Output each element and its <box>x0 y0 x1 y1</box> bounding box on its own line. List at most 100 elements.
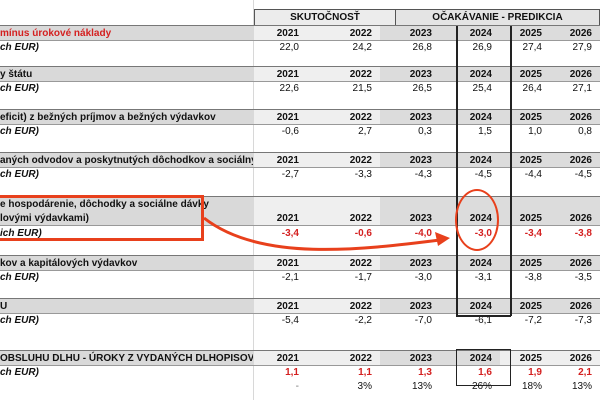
value-cell: -4,3 <box>414 169 432 180</box>
year-cell: 2022 <box>307 153 380 167</box>
value-cell: -3,0 <box>414 272 432 283</box>
growth-cell: - <box>295 381 299 392</box>
year-cell: 2026 <box>550 197 600 225</box>
year-cell: 2026 <box>550 110 600 124</box>
value-cell: 21,5 <box>352 83 372 94</box>
year-cell: 2022 <box>307 110 380 124</box>
section-title-line2: lovými výdavkami) <box>0 213 89 224</box>
values-row: ch EUR) 22,0 24,2 26,8 26,9 27,4 27,9 <box>0 41 600 55</box>
unit-label: ch EUR) <box>0 42 39 53</box>
annotation-circle <box>455 189 499 251</box>
year-cell: 2025 <box>500 256 550 270</box>
values-row: ch EUR) -0,6 2,7 0,3 1,5 1,0 0,8 <box>0 125 600 139</box>
year-cell: 2026 <box>550 351 600 365</box>
year-cell: 2021 <box>254 26 307 40</box>
value-cell: 26,4 <box>522 83 542 94</box>
year-cell: 2023 <box>380 256 440 270</box>
values-row: ch EUR) -5,4 -2,2 -7,0 -6,1 -7,2 -7,3 <box>0 314 600 328</box>
highlight-2024-box <box>456 349 511 386</box>
value-cell: 26,5 <box>412 83 432 94</box>
section-header: mínus úrokové náklady 2021 2022 2023 202… <box>0 25 600 41</box>
year-cell: 2023 <box>380 110 440 124</box>
group-header-forecast: OČAKÁVANIE - PREDIKCIA <box>396 9 600 26</box>
annotation-callout-box <box>0 195 204 241</box>
value-cell: 0,8 <box>578 126 592 137</box>
value-cell: -0,6 <box>281 126 299 137</box>
value-cell: -1,7 <box>354 272 372 283</box>
highlight-2024-bottom <box>456 315 511 317</box>
year-cell: 2021 <box>254 256 307 270</box>
value-cell: -7,2 <box>524 315 542 326</box>
year-cell: 2025 <box>500 110 550 124</box>
year-cell: 2022 <box>307 67 380 81</box>
value-cell: -5,4 <box>281 315 299 326</box>
growth-cell: 13% <box>411 381 432 392</box>
year-cell: 2024 <box>440 351 500 365</box>
year-cell: 2023 <box>380 299 440 313</box>
value-cell: -7,0 <box>414 315 432 326</box>
group-header-actual: SKUTOČNOSŤ <box>254 9 396 26</box>
value-cell: 24,2 <box>352 42 372 53</box>
year-cell: 2023 <box>380 26 440 40</box>
highlight-2024-right <box>510 26 512 316</box>
year-cell: 2024 <box>440 67 500 81</box>
year-cell: 2024 <box>440 299 500 313</box>
value-cell: -7,3 <box>574 315 592 326</box>
year-cell: 2026 <box>550 299 600 313</box>
value-cell: -2,7 <box>281 169 299 180</box>
section-title: y štátu <box>0 67 253 81</box>
value-cell: 22,0 <box>279 42 299 53</box>
growth-cell: 18% <box>521 381 542 392</box>
year-cell: 2022 <box>307 351 380 365</box>
year-cell: 2022 <box>307 299 380 313</box>
growth-cell: 26% <box>471 381 492 392</box>
value-cell: 27,4 <box>522 42 542 53</box>
value-cell: -3,8 <box>574 228 592 239</box>
value-cell: 27,9 <box>572 42 592 53</box>
year-cell: 2026 <box>550 67 600 81</box>
value-cell: 22,6 <box>279 83 299 94</box>
year-cell: 2025 <box>500 299 550 313</box>
value-cell: -2,1 <box>281 272 299 283</box>
unit-label: ch EUR) <box>0 315 39 326</box>
section-title-line1: e hospodárenie, dôchodky a sociálne dávk… <box>0 199 209 210</box>
unit-label: ch EUR) <box>0 272 39 283</box>
value-cell: 1,5 <box>478 126 492 137</box>
unit-label: ch EUR) <box>0 169 39 180</box>
highlight-2024-left <box>456 26 458 316</box>
section-header: y štátu 2021 2022 2023 2024 2025 2026 <box>0 66 600 82</box>
year-cell: 2023 <box>380 351 440 365</box>
value-cell: -6,1 <box>474 315 492 326</box>
values-row: ch EUR) 1,1 1,1 1,3 1,6 1,9 2,1 <box>0 366 600 380</box>
section-header: kov a kapitálových výdavkov 2021 2022 20… <box>0 255 600 271</box>
year-cell: 2026 <box>550 26 600 40</box>
year-cell: 2025 <box>500 67 550 81</box>
value-cell: 26,9 <box>472 42 492 53</box>
value-cell: -3,4 <box>524 228 542 239</box>
year-cell: 2023 <box>380 67 440 81</box>
value-cell: -3,5 <box>574 272 592 283</box>
values-row: ch EUR) -2,1 -1,7 -3,0 -3,1 -3,8 -3,5 <box>0 271 600 285</box>
section-title: kov a kapitálových výdavkov <box>0 256 253 270</box>
value-cell: -3,8 <box>524 272 542 283</box>
value-cell: 1,1 <box>285 367 299 378</box>
section-header: U 2021 2022 2023 2024 2025 2026 <box>0 298 600 314</box>
year-cell: 2021 <box>254 299 307 313</box>
value-cell: -4,0 <box>414 228 432 239</box>
year-cell: 2025 <box>500 26 550 40</box>
year-cell: 2025 <box>500 351 550 365</box>
year-cell: 2021 <box>254 351 307 365</box>
year-cell: 2024 <box>440 110 500 124</box>
values-row: ch EUR) -2,7 -3,3 -4,3 -4,5 -4,4 -4,5 <box>0 168 600 182</box>
value-cell: -2,2 <box>354 315 372 326</box>
year-cell: 2026 <box>550 153 600 167</box>
year-cell: 2024 <box>440 26 500 40</box>
year-cell: 2021 <box>254 110 307 124</box>
section-title: mínus úrokové náklady <box>0 26 253 40</box>
year-cell: 2022 <box>307 256 380 270</box>
unit-label: ch EUR) <box>0 126 39 137</box>
section-title: U <box>0 299 253 313</box>
growth-cell: 3% <box>357 381 372 392</box>
value-cell: 1,0 <box>528 126 542 137</box>
